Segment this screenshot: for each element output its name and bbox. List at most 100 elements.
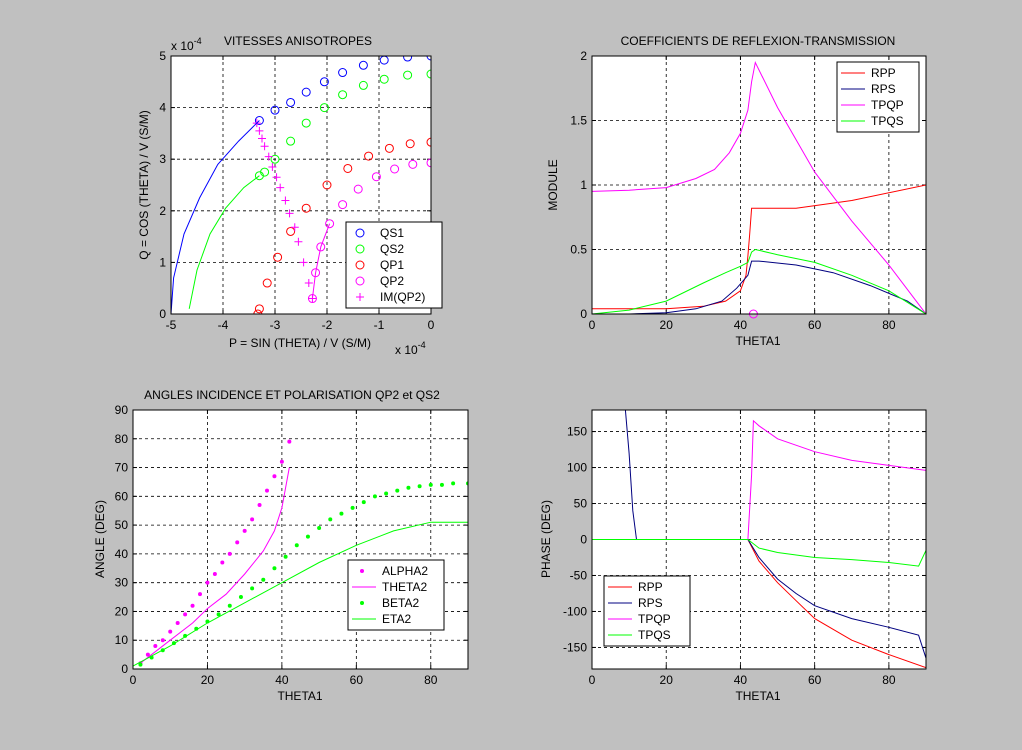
angles-xtick-label: 40	[275, 673, 289, 687]
angles-series-alpha2-point	[257, 502, 262, 507]
velocities-ytick-label: 2	[159, 204, 166, 218]
angles-series-beta2-point	[451, 481, 456, 486]
velocities-series-qs1-point	[254, 116, 264, 125]
velocities-series-qp1-point	[364, 151, 374, 161]
angles-ytick-label: 0	[121, 662, 128, 676]
velocities-series-qp2-point	[353, 184, 363, 194]
module-legend-box	[836, 61, 920, 133]
angles-legend-label: THETA2	[382, 580, 427, 594]
phase-ytick-label: -150	[563, 640, 587, 654]
velocities-series-qp1-point	[254, 304, 264, 314]
velocities-series-qp1-point	[405, 139, 415, 149]
velocities-series-qp2-point	[325, 219, 335, 229]
velocities-plot: -5 -4 -3 -2 -1 0 0 1 2 3 4 5 QS1 QS2 QP1 QP2 IM(QP2)	[159, 49, 443, 332]
module-xtick-label: 20	[660, 318, 674, 332]
module-legend-label: RPS	[871, 82, 896, 96]
velocities-series-im-qp2--point	[304, 279, 313, 288]
velocities-series-qs2-point	[301, 118, 311, 128]
velocities-xtick-label: 0	[428, 318, 435, 332]
velocities-series-qp2-point	[338, 200, 348, 210]
module-xtick-label: 40	[734, 318, 748, 332]
angles-series-beta2-point	[339, 511, 344, 516]
velocities-series-qp1-point	[273, 252, 283, 262]
velocities-legend-swatch	[355, 260, 365, 270]
velocities-xtick-label: -5	[166, 318, 177, 332]
velocities-series-qs2-point	[270, 154, 280, 164]
module-ytick-label: 0.5	[570, 243, 587, 257]
velocities-ylabel: Q = COS (THETA) / V (S/M)	[137, 110, 151, 259]
angles-series-alpha2-point	[235, 540, 240, 545]
velocities-x-exponent: x 10-4	[395, 340, 426, 357]
angles-series-alpha2-point	[205, 580, 210, 585]
angles-series-beta2-point	[138, 662, 143, 667]
angles-xtick-label: 80	[424, 673, 438, 687]
velocities-series-qp1-point	[286, 226, 296, 236]
module-xtick-label: 60	[808, 318, 822, 332]
velocities-legend-swatch	[355, 276, 365, 286]
velocities-y-exponent: x 10-4	[171, 36, 202, 53]
angles-series-beta2-point	[216, 612, 221, 617]
module-axes-frame	[591, 55, 927, 315]
angles-series-alpha2-point	[153, 643, 158, 648]
phase-xtick-label: 80	[882, 673, 896, 687]
velocities-series-im-qp2--point	[290, 223, 299, 232]
module-ytick-label: 1	[580, 178, 587, 192]
angles-series-alpha2-point	[242, 528, 247, 533]
module-legend-label: RPP	[871, 66, 896, 80]
velocities-series-im-qp2--point	[281, 196, 290, 205]
velocities-xtick-label: -4	[218, 318, 229, 332]
angles-xlabel: THETA1	[277, 689, 322, 703]
phase-xlabel: THETA1	[735, 689, 780, 703]
angles-legend-swatch	[360, 601, 364, 605]
angles-legend: ALPHA2 THETA2 BETA2 ETA2	[347, 559, 445, 631]
phase-series-rps-line	[592, 410, 926, 659]
module-ylabel: MODULE	[546, 159, 560, 210]
angles-series-alpha2-point	[145, 652, 150, 657]
angles-legend-label: BETA2	[382, 596, 419, 610]
phase-series-tpqs-line	[592, 539, 926, 567]
velocities-series-qp2-point	[426, 158, 431, 168]
phase-ylabel: PHASE (DEG)	[539, 500, 553, 578]
phase-xtick-label: 20	[660, 673, 674, 687]
angles-ytick-label: 30	[115, 576, 129, 590]
phase-series-group	[592, 410, 926, 669]
angles-xtick-label: 0	[130, 673, 137, 687]
velocities-series-qp2-point	[371, 172, 381, 182]
phase-ytick-label: 0	[580, 533, 587, 547]
module-legend-label: TPQP	[871, 98, 904, 112]
velocities-series-qp2-point	[408, 159, 418, 169]
velocities-series-im-qp2--point	[255, 126, 264, 135]
velocities-series-qp1-point	[426, 137, 431, 147]
angles-series-beta2-point	[238, 595, 243, 600]
angles-series-beta2-point	[305, 534, 310, 539]
angles-ytick-label: 40	[115, 547, 129, 561]
velocities-legend-swatch	[356, 293, 364, 301]
phase-legend-label: TPQS	[638, 628, 671, 642]
phase-legend-label: RPP	[638, 580, 663, 594]
angles-series-beta2-point	[283, 554, 288, 559]
angles-series-beta2-point	[261, 577, 266, 582]
velocities-series-im-qp2--point	[276, 183, 285, 192]
module-legend: RPP RPS TPQP TPQS	[836, 61, 920, 133]
phase-series-rpp-line	[592, 539, 926, 669]
velocities-series-qp1-point	[322, 180, 332, 190]
velocities-series-group	[171, 56, 431, 314]
velocities-xlabel: P = SIN (THETA) / V (S/M)	[229, 336, 371, 350]
angles-series-beta2-point	[406, 485, 411, 490]
angles-series-alpha2-point	[212, 572, 217, 577]
velocities-series-qs1-point	[286, 97, 296, 107]
angles-ytick-label: 80	[115, 432, 129, 446]
module-series-rps-line	[592, 260, 926, 314]
phase-series-tpqp-line	[592, 419, 926, 540]
velocities-ytick-label: 1	[159, 255, 166, 269]
phase-plot: 0 20 40 60 80 -150 -100 -50 0 50 100 150 RPP RPS TPQP T…	[563, 409, 927, 687]
velocities-series-qs1-point	[319, 77, 329, 87]
velocities-series-im-qp2--point	[299, 258, 308, 267]
angles-series-beta2-point	[428, 482, 433, 487]
phase-xtick-label: 60	[808, 673, 822, 687]
velocities-series-qs2-point	[403, 70, 413, 80]
angles-series-group	[133, 439, 468, 667]
velocities-ytick-label: 3	[159, 152, 166, 166]
velocities-series-qs2-point	[319, 103, 329, 113]
